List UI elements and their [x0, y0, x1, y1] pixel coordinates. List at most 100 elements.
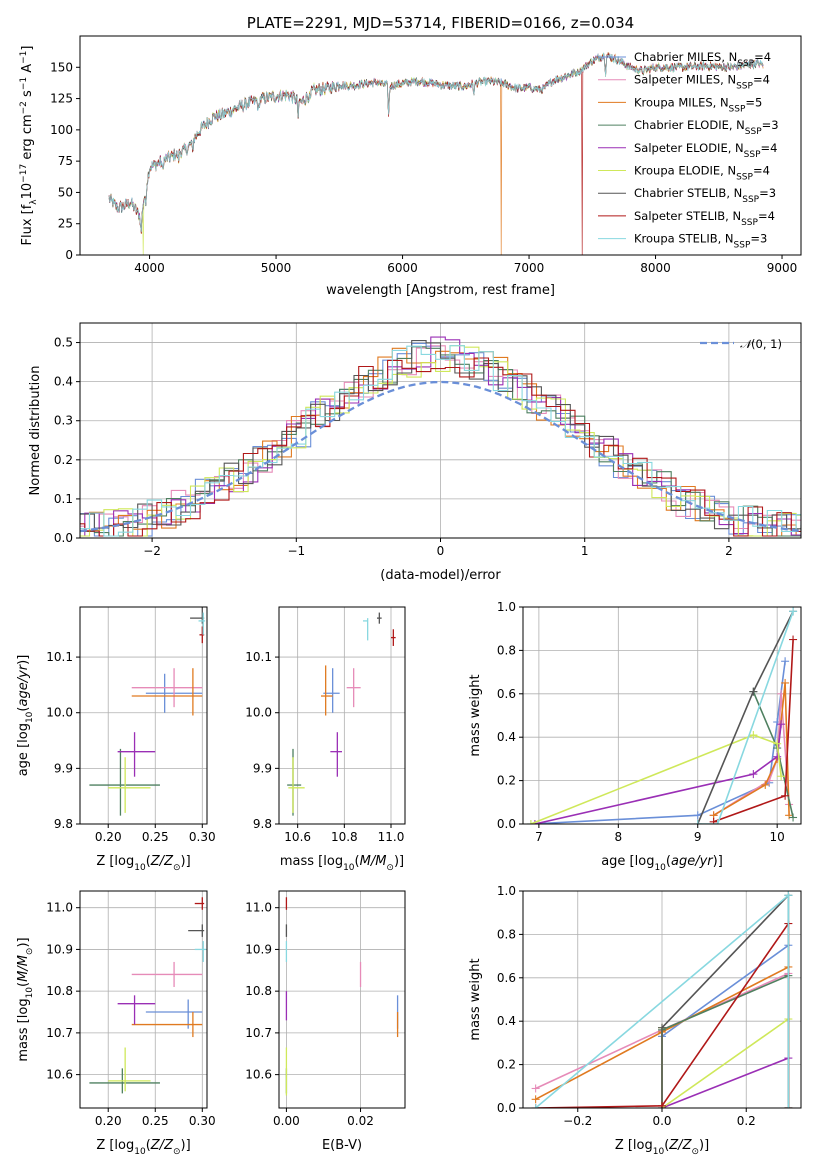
x-tick-label: 0: [437, 544, 445, 558]
y-tick-label: 0.1: [54, 492, 73, 506]
x-tick-label: −2: [143, 544, 161, 558]
x-tick-label: 4000: [134, 261, 165, 275]
y-tick-label: 9.9: [54, 761, 73, 775]
y-tick-label: 10.8: [245, 984, 272, 998]
weight-line: [696, 610, 794, 824]
y-tick-label: 9.9: [253, 761, 272, 775]
x-tick-label: 10: [770, 830, 785, 844]
y-tick-label: 0.2: [54, 453, 73, 467]
errorbar-kroupa-stelib: [363, 618, 369, 641]
x-tick-label: 8: [614, 830, 622, 844]
x-tick-label: 0.20: [95, 830, 122, 844]
errorbar-salpeter-miles: [131, 668, 203, 708]
histogram-kroupa-elodie: [80, 345, 801, 537]
legend-entry: 𝒩(0, 1): [740, 337, 782, 351]
weights-salpeter-stelib: [709, 635, 798, 824]
y-tick-label: 125: [50, 92, 73, 106]
x-tick-label: 10.8: [331, 830, 358, 844]
weights-kroupa-elodie: [658, 1015, 793, 1108]
y-tick-label: 50: [58, 185, 73, 199]
y-tick-label: 0.4: [497, 730, 516, 744]
plot-area: [526, 607, 798, 824]
errorbar-salpeter-miles: [131, 961, 203, 987]
x-tick-label: 0.30: [189, 830, 216, 844]
histogram-salpeter-miles: [80, 345, 801, 537]
y-tick-label: 9.8: [54, 817, 73, 831]
x-axis-label: wavelength [Angstrom, rest frame]: [326, 283, 555, 298]
y-tick-label: 9.8: [253, 817, 272, 831]
errorbar-salpeter-stelib: [391, 629, 396, 646]
errorbar-chabrier-stelib: [188, 924, 205, 937]
series-line-kroupa-stelib: [108, 52, 764, 232]
grid-lines: [279, 607, 405, 825]
errorbar-salpeter-stelib: [194, 897, 205, 910]
legend-entry: Kroupa MILES, NSSP=5: [634, 95, 762, 114]
y-tick-label: 0.6: [497, 971, 516, 985]
y-axis-label: Normed distribution: [28, 366, 43, 496]
y-tick-label: 0.2: [497, 774, 516, 788]
y-tick-label: 10.1: [46, 650, 73, 664]
x-tick-label: 0.30: [189, 1114, 216, 1128]
errorbar-kroupa-stelib: [198, 612, 206, 635]
y-tick-label: 25: [58, 217, 73, 231]
histogram-kroupa-stelib: [80, 345, 801, 537]
y-tick-label: 0.0: [497, 1101, 516, 1115]
x-tick-label: 8000: [640, 261, 671, 275]
x-axis-label: E(B-V): [322, 1138, 362, 1153]
y-tick-label: 100: [50, 123, 73, 137]
y-tick-label: 0.8: [497, 643, 516, 657]
y-tick-label: 11.0: [245, 901, 272, 915]
weights-salpeter-elodie: [530, 720, 786, 824]
y-tick-label: 10.0: [46, 706, 73, 720]
chart-title: PLATE=2291, MJD=53714, FIBERID=0166, z=0…: [247, 14, 634, 32]
panel-spectrum: 4000 5000 6000 7000 8000 9000 0 25 50 75 100 125 150…: [19, 14, 802, 298]
grid-lines: [80, 891, 207, 1108]
axes-frame: [278, 606, 406, 825]
plot-area: [285, 897, 399, 1096]
panel-mass_vs_Z: 0.20 0.25 0.30 10.6 10.7 10.8 10.9 11.0 Z [log10…: [16, 890, 216, 1157]
axes-frame: [522, 606, 802, 825]
plot-area: [287, 612, 396, 816]
legend-entry: Chabrier ELODIE, NSSP=3: [634, 118, 779, 137]
legend-entry: Salpeter STELIB, NSSP=4: [634, 209, 775, 228]
y-tick-label: 0: [65, 248, 73, 262]
panel-weight_vs_age: 7 8 9 10 0.0 0.2 0.4 0.6 0.8 1.0 age [log10(age/yr…: [468, 600, 802, 873]
x-axis-label: (data-model)/error: [380, 568, 501, 583]
x-tick-label: 6000: [387, 261, 418, 275]
panel-age_vs_mass: 10.6 10.8 11.0 9.8 9.9 10.0 10.1 mass [log10(M/…: [245, 606, 406, 873]
y-tick-label: 10.9: [245, 942, 272, 956]
x-axis-label: mass [log10(M/M⊙)]: [280, 854, 404, 873]
axes-frame: [79, 322, 802, 539]
y-axis-label: mass [log10(M/M⊙)]: [16, 937, 35, 1061]
legend-entry: Salpeter MILES, NSSP=4: [634, 73, 770, 92]
axes-frame: [278, 890, 406, 1109]
y-tick-label: 0.8: [497, 927, 516, 941]
weights-chabrier-miles: [526, 657, 790, 824]
weights-kroupa-elodie: [526, 731, 786, 824]
y-tick-label: 0.6: [497, 687, 516, 701]
errorbar-kroupa-miles: [321, 665, 333, 716]
legend-entry: Kroupa STELIB, NSSP=3: [634, 232, 767, 251]
grid-lines: [523, 606, 801, 825]
y-tick-label: 0.0: [54, 531, 73, 545]
y-tick-label: 10.9: [46, 942, 73, 956]
y-tick-label: 0.4: [497, 1014, 516, 1028]
x-tick-label: 0.00: [273, 1114, 300, 1128]
y-tick-label: 10.7: [46, 1026, 73, 1040]
weight-line: [661, 974, 790, 1108]
y-tick-label: 1.0: [497, 884, 516, 898]
axes-frame: [522, 890, 802, 1109]
errorbar-kroupa-elodie: [288, 757, 305, 813]
weight-line: [697, 611, 794, 824]
x-tick-label: 0.0: [652, 1114, 671, 1128]
plot-area: [89, 607, 206, 816]
y-axis-label: age [log10(age/yr)]: [16, 655, 35, 777]
panel-age_vs_Z: 0.20 0.25 0.30 9.8 9.9 10.0 10.1 Z [log10(Z/Z⊙)…: [16, 606, 216, 873]
y-tick-label: 10.6: [46, 1068, 73, 1082]
axes-frame: [79, 890, 208, 1109]
weight-line: [534, 724, 782, 824]
x-axis-label: age [log10(age/yr)]: [601, 854, 723, 873]
plot-area: [89, 897, 207, 1094]
x-tick-label: −1: [287, 544, 305, 558]
